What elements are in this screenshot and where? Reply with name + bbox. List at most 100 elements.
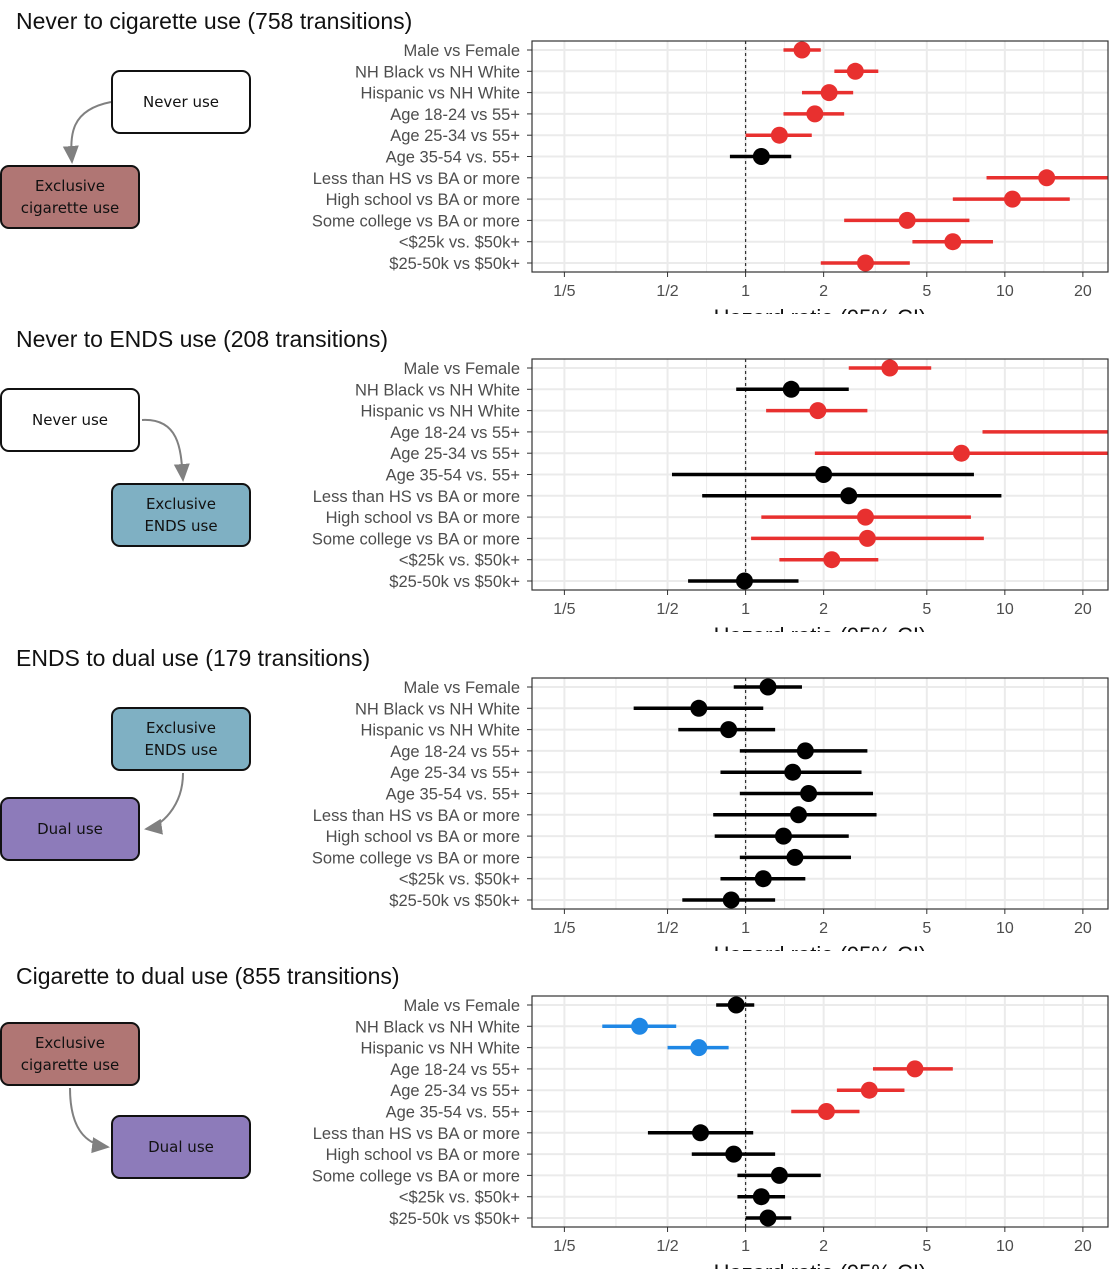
x-tick-label: 5: [922, 601, 931, 618]
x-tick-label: 1/2: [656, 1238, 678, 1255]
hazard-ratio-point: [809, 402, 827, 420]
x-tick-label: 5: [922, 283, 931, 300]
forest-panel: Cigarette to dual use (855 transitions) E…: [0, 955, 1120, 1273]
hazard-ratio-point: [860, 1081, 878, 1099]
to-state-box: Dual use: [111, 1115, 251, 1179]
hazard-ratio-point: [796, 742, 814, 760]
to-state-box: Dual use: [0, 797, 140, 861]
from-state-box: Exclusive ENDS use: [111, 707, 251, 771]
hazard-ratio-point: [690, 1039, 708, 1057]
row-label: NH Black vs NH White: [355, 63, 520, 81]
row-label: <$25k vs. $50k+: [399, 871, 520, 889]
row-label: Less than HS vs BA or more: [313, 807, 520, 825]
x-tick-label: 5: [922, 920, 931, 937]
row-label: Hispanic vs NH White: [360, 722, 520, 740]
transition-arrow-icon: [141, 418, 190, 482]
panel-title: Never to cigarette use (758 transitions): [16, 8, 413, 34]
x-tick-label: 1/2: [656, 920, 678, 937]
transition-arrow-icon: [62, 101, 112, 164]
x-tick-label: 1: [741, 1238, 750, 1255]
forest-panel: Never to cigarette use (758 transitions)…: [0, 0, 1120, 318]
hazard-ratio-point: [759, 678, 777, 696]
row-label: Male vs Female: [404, 679, 520, 697]
panel-title: ENDS to dual use (179 transitions): [16, 645, 371, 671]
hazard-ratio-point: [1003, 190, 1021, 208]
hazard-ratio-point: [770, 126, 788, 144]
row-label: $25-50k vs $50k+: [389, 255, 520, 273]
x-tick-label: 1: [741, 283, 750, 300]
hazard-ratio-point: [790, 806, 808, 824]
hazard-ratio-point: [692, 1124, 710, 1142]
row-label: Age 18-24 vs 55+: [390, 743, 520, 761]
row-label: Some college vs BA or more: [312, 1167, 520, 1185]
transition-arrow-icon: [144, 772, 184, 835]
hazard-ratio-point: [720, 721, 738, 739]
row-label: Male vs Female: [404, 42, 520, 60]
panel-title: Cigarette to dual use (855 transitions): [16, 963, 400, 989]
row-label: Hispanic vs NH White: [360, 403, 520, 421]
hazard-ratio-point: [774, 827, 792, 845]
hazard-ratio-point: [722, 891, 740, 909]
row-label: High school vs BA or more: [326, 509, 520, 527]
hazard-ratio-point: [770, 1166, 788, 1184]
row-label: Age 35-54 vs. 55+: [386, 1104, 520, 1122]
row-label: High school vs BA or more: [326, 191, 520, 209]
forest-plot: Male vs Female NH Black vs NH White Hispan…: [312, 677, 1109, 951]
to-state-box: Exclusive cigarette use: [0, 165, 140, 229]
row-label: Hispanic vs NH White: [360, 1040, 520, 1058]
row-label: Less than HS vs BA or more: [313, 1125, 520, 1143]
hazard-ratio-point: [856, 508, 874, 526]
x-tick-label: 10: [996, 283, 1014, 300]
row-label: Age 25-34 vs 55+: [390, 1082, 520, 1100]
x-tick-label: 1: [741, 920, 750, 937]
x-tick-label: 1/5: [553, 1238, 575, 1255]
forest-plot: Male vs Female NH Black vs NH White Hispan…: [312, 40, 1109, 314]
x-axis-title: Hazard ratio (95% CI): [714, 1260, 927, 1269]
row-label: Age 18-24 vs 55+: [390, 424, 520, 442]
x-tick-label: 2: [819, 601, 828, 618]
hazard-ratio-point: [806, 105, 824, 123]
hazard-ratio-point: [690, 699, 708, 717]
x-tick-label: 1/2: [656, 601, 678, 618]
row-label: Less than HS vs BA or more: [313, 170, 520, 188]
x-axis-title: Hazard ratio (95% CI): [714, 623, 927, 632]
row-label: Male vs Female: [404, 997, 520, 1015]
hazard-ratio-point: [754, 870, 772, 888]
row-label: Age 18-24 vs 55+: [390, 1061, 520, 1079]
row-label: High school vs BA or more: [326, 1146, 520, 1164]
hazard-ratio-point: [815, 466, 833, 483]
row-label: $25-50k vs $50k+: [389, 1210, 520, 1228]
hazard-ratio-point: [786, 848, 804, 866]
x-tick-label: 1/2: [656, 283, 678, 300]
x-axis-title: Hazard ratio (95% CI): [714, 305, 927, 314]
x-tick-label: 1/5: [553, 283, 575, 300]
hazard-ratio-point: [858, 529, 876, 547]
x-tick-label: 10: [996, 601, 1014, 618]
row-label: Age 18-24 vs 55+: [390, 106, 520, 124]
row-label: Age 35-54 vs. 55+: [386, 786, 520, 804]
x-tick-label: 2: [819, 1238, 828, 1255]
hazard-ratio-point: [823, 551, 841, 569]
from-state-box: Exclusive cigarette use: [0, 1022, 140, 1086]
from-state-box: Never use: [111, 70, 251, 134]
hazard-ratio-point: [725, 1145, 743, 1163]
x-tick-label: 2: [819, 920, 828, 937]
panel-title: Never to ENDS use (208 transitions): [16, 326, 388, 352]
hazard-ratio-point: [944, 233, 962, 251]
row-label: NH Black vs NH White: [355, 700, 520, 718]
row-label: Hispanic vs NH White: [360, 85, 520, 103]
row-label: <$25k vs. $50k+: [399, 552, 520, 570]
to-state-box: Exclusive ENDS use: [111, 483, 251, 547]
hazard-ratio-point: [800, 785, 818, 802]
hazard-ratio-point: [856, 254, 874, 272]
hazard-ratio-point: [752, 148, 770, 165]
x-tick-label: 20: [1074, 283, 1092, 300]
hazard-ratio-point: [727, 996, 745, 1014]
row-label: Some college vs BA or more: [312, 530, 520, 548]
hazard-ratio-point: [793, 41, 811, 59]
row-label: Male vs Female: [404, 360, 520, 378]
hazard-ratio-point: [1038, 169, 1056, 187]
hazard-ratio-point: [840, 487, 858, 505]
x-tick-label: 10: [996, 920, 1014, 937]
row-label: Age 25-34 vs 55+: [390, 764, 520, 782]
